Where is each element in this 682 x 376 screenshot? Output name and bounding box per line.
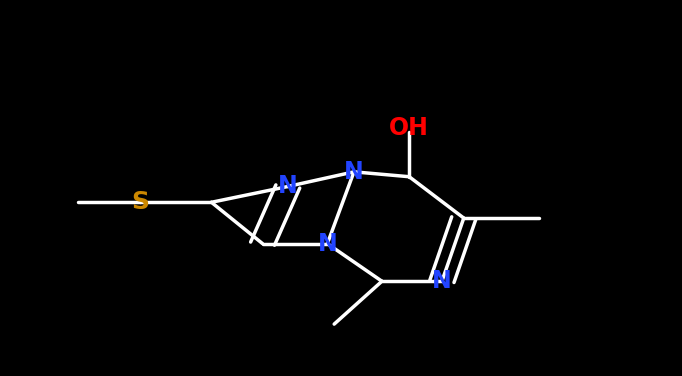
Text: S: S xyxy=(131,190,149,214)
Text: OH: OH xyxy=(389,116,429,140)
Text: N: N xyxy=(344,160,364,184)
Text: N: N xyxy=(432,269,451,293)
Text: N: N xyxy=(318,232,337,256)
Text: N: N xyxy=(278,174,297,199)
